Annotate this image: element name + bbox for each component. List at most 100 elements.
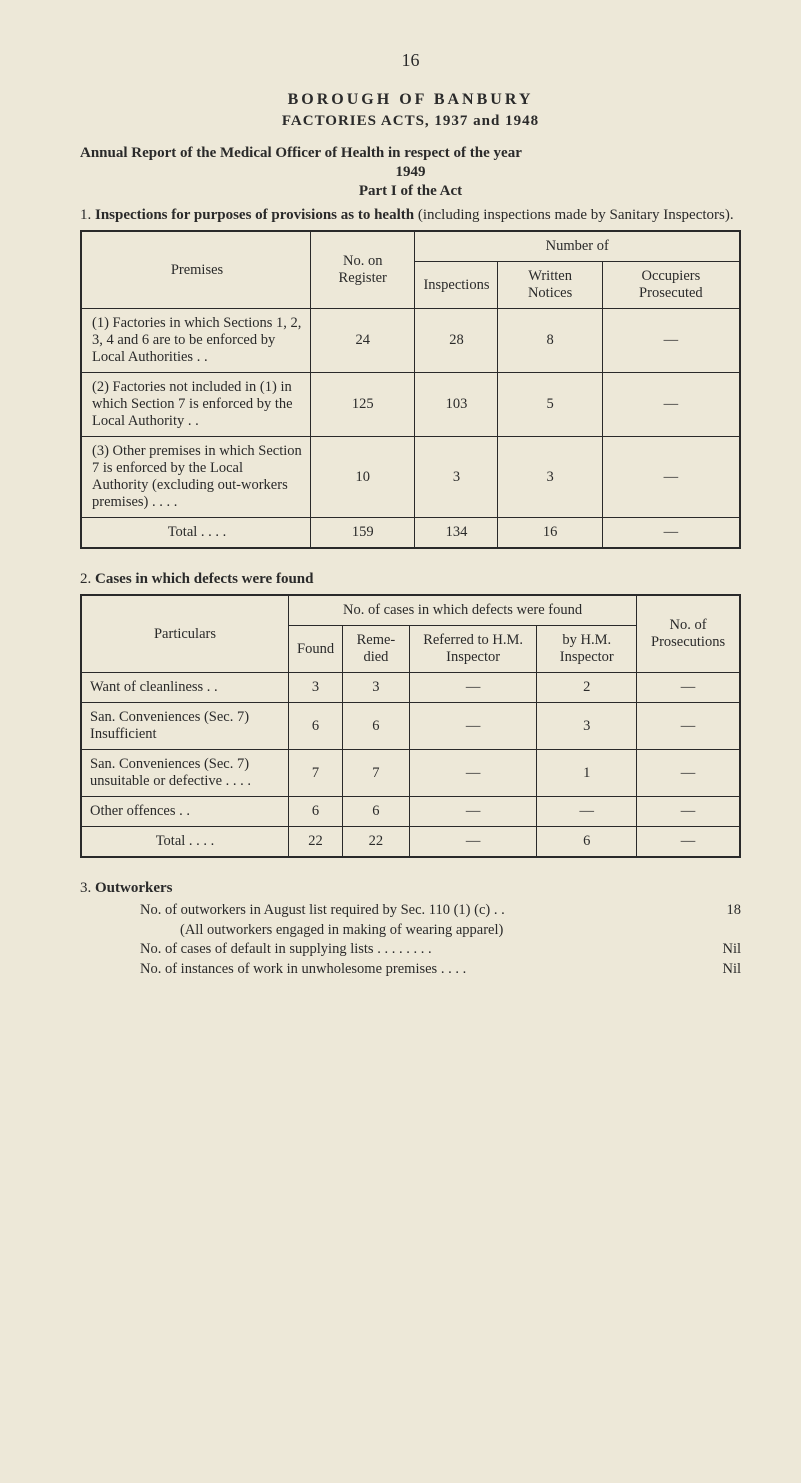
cell-referred: —: [409, 703, 537, 750]
cell-register: 10: [311, 437, 415, 518]
part-label: Part I of the Act: [80, 183, 741, 200]
cell-remedied: 6: [343, 797, 410, 827]
cell-by-hm: 1: [537, 750, 637, 797]
cell-referred: —: [409, 673, 537, 703]
cell-total-label: Total . . . .: [81, 518, 311, 549]
cell-premises: (2) Factories not in­cluded in (1) in wh…: [81, 373, 311, 437]
col-prosecuted: Occupiers Prosecuted: [602, 262, 740, 309]
section3-number: 3.: [80, 880, 91, 896]
cell-found: 6: [289, 797, 343, 827]
table-inspections: Premises No. on Register Number of Inspe…: [80, 230, 741, 549]
cell-register: 125: [311, 373, 415, 437]
cell-inspections: 3: [415, 437, 498, 518]
section2-number: 2.: [80, 571, 91, 587]
col-by-hm: by H.M. Inspector: [537, 626, 637, 673]
outworkers-line: (All outworkers engaged in making of wea…: [80, 921, 741, 941]
title-factories: FACTORIES ACTS, 1937 and 1948: [80, 113, 741, 130]
cell-remedied: 7: [343, 750, 410, 797]
outworkers-line: No. of cases of default in supplying lis…: [80, 940, 741, 960]
outworkers-text: No. of instances of work in unwholesome …: [140, 960, 466, 980]
cell-prosecutions: —: [637, 673, 740, 703]
cell-prosecuted: —: [602, 518, 740, 549]
cell-inspections: 134: [415, 518, 498, 549]
cell-register: 24: [311, 309, 415, 373]
cell-prosecuted: —: [602, 437, 740, 518]
col-premises: Premises: [81, 231, 311, 309]
report-year: 1949: [80, 164, 741, 181]
cell-notices: 16: [498, 518, 602, 549]
cell-by-hm: 2: [537, 673, 637, 703]
cell-particulars: San. Conveniences (Sec. 7) unsuitable or…: [81, 750, 289, 797]
section1-number: 1.: [80, 207, 91, 223]
cell-found: 6: [289, 703, 343, 750]
table-total-row: Total . . . . 159 134 16 —: [81, 518, 740, 549]
table-header-row: Particulars No. of cases in which defect…: [81, 595, 740, 626]
col-found: Found: [289, 626, 343, 673]
outworkers-line: No. of instances of work in unwholesome …: [80, 960, 741, 980]
cell-prosecutions: —: [637, 750, 740, 797]
cell-remedied: 3: [343, 673, 410, 703]
cell-found: 3: [289, 673, 343, 703]
cell-referred: —: [409, 797, 537, 827]
outworkers-value: 18: [727, 901, 742, 921]
annual-report-line: Annual Report of the Medical Officer of …: [80, 144, 741, 164]
cell-prosecutions: —: [637, 797, 740, 827]
section3-heading: 3. Outworkers: [80, 880, 741, 897]
cell-notices: 3: [498, 437, 602, 518]
col-number-of: Number of: [415, 231, 740, 262]
table-total-row: Total . . . . 22 22 — 6 —: [81, 827, 740, 858]
col-inspections: Inspections: [415, 262, 498, 309]
table-header-row: Premises No. on Register Number of: [81, 231, 740, 262]
cell-prosecutions: —: [637, 703, 740, 750]
outworkers-block: No. of outworkers in August list require…: [80, 901, 741, 979]
section1-heading: 1. Inspections for purposes of provision…: [80, 206, 741, 225]
col-particulars: Particulars: [81, 595, 289, 673]
outworkers-text: No. of cases of default in supplying lis…: [140, 940, 432, 960]
cell-by-hm: 6: [537, 827, 637, 858]
cell-by-hm: —: [537, 797, 637, 827]
cell-particulars: San. Conveniences (Sec. 7) Insufficient: [81, 703, 289, 750]
col-register: No. on Register: [311, 231, 415, 309]
cell-register: 159: [311, 518, 415, 549]
section2-title: Cases in which defects were found: [95, 571, 313, 587]
cell-remedied: 6: [343, 703, 410, 750]
col-prosecutions: No. of Prosecu­tions: [637, 595, 740, 673]
cell-inspections: 103: [415, 373, 498, 437]
outworkers-line: No. of outworkers in August list require…: [80, 901, 741, 921]
cell-remedied: 22: [343, 827, 410, 858]
cell-inspections: 28: [415, 309, 498, 373]
col-remedied: Reme­died: [343, 626, 410, 673]
table-row: Want of cleanliness . . 3 3 — 2 —: [81, 673, 740, 703]
cell-particulars: Want of cleanliness . .: [81, 673, 289, 703]
col-referred: Referred to H.M. Inspector: [409, 626, 537, 673]
table-row: (1) Factories in which Sections 1, 2, 3,…: [81, 309, 740, 373]
cell-prosecuted: —: [602, 373, 740, 437]
outworkers-value: Nil: [722, 940, 741, 960]
outworkers-text: (All outworkers engaged in making of wea…: [180, 921, 503, 941]
cell-referred: —: [409, 750, 537, 797]
cell-premises: (3) Other premises in which Section 7 is…: [81, 437, 311, 518]
table-row: (3) Other premises in which Section 7 is…: [81, 437, 740, 518]
cell-premises: (1) Factories in which Sections 1, 2, 3,…: [81, 309, 311, 373]
section3-title: Outworkers: [95, 880, 173, 896]
page-number: 16: [80, 50, 741, 71]
table-defects: Particulars No. of cases in which defect…: [80, 594, 741, 858]
section1-title-rest: (including inspections made by Sanitary …: [414, 207, 734, 223]
cell-notices: 8: [498, 309, 602, 373]
cell-by-hm: 3: [537, 703, 637, 750]
cell-prosecuted: —: [602, 309, 740, 373]
table-row: Other offences . . 6 6 — — —: [81, 797, 740, 827]
section1-title-bold: Inspections for purposes of provisions a…: [95, 207, 414, 223]
cell-found: 7: [289, 750, 343, 797]
table-row: San. Conveniences (Sec. 7) unsuitable or…: [81, 750, 740, 797]
title-borough: BOROUGH OF BANBURY: [80, 91, 741, 109]
section2-heading: 2. Cases in which defects were found: [80, 571, 741, 588]
col-cases-found: No. of cases in which defects were found: [289, 595, 637, 626]
page: 16 BOROUGH OF BANBURY FACTORIES ACTS, 19…: [0, 0, 801, 1020]
col-notices: Written Notices: [498, 262, 602, 309]
table-row: San. Conveniences (Sec. 7) Insufficient …: [81, 703, 740, 750]
cell-total-label: Total . . . .: [81, 827, 289, 858]
outworkers-value: Nil: [722, 960, 741, 980]
cell-found: 22: [289, 827, 343, 858]
table-row: (2) Factories not in­cluded in (1) in wh…: [81, 373, 740, 437]
